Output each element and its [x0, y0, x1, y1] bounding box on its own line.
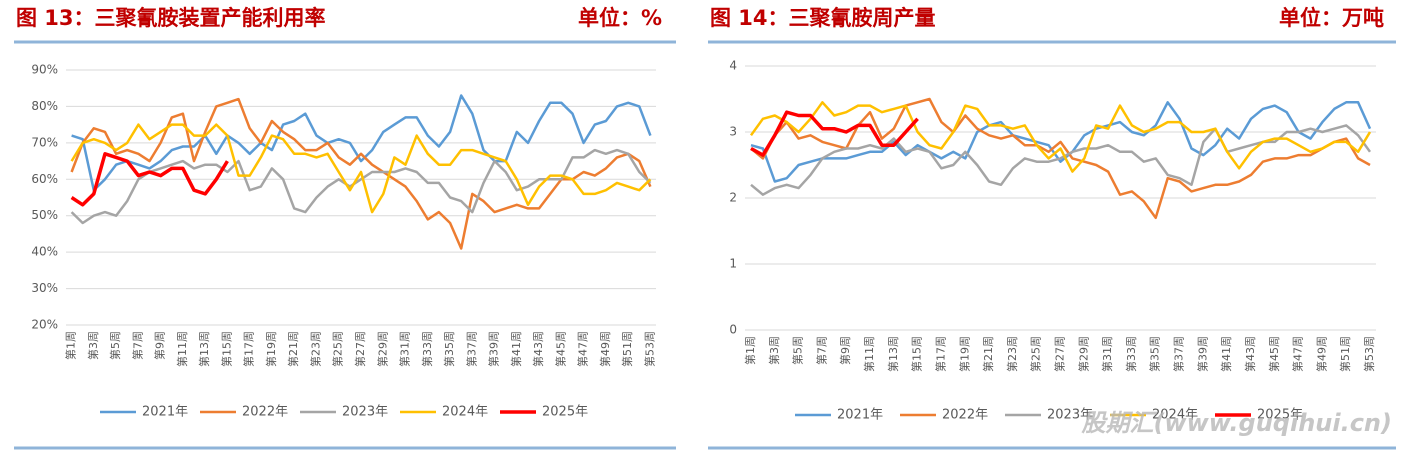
legend-label: 2021年 [142, 405, 188, 420]
x-tick-label: 第45周 [553, 331, 567, 367]
x-tick-label: 第5周 [108, 331, 122, 360]
x-tick-label: 第1周 [64, 331, 78, 360]
x-tick-label: 第19周 [264, 331, 278, 367]
y-tick-label: 40% [31, 245, 58, 259]
unit-label: 单位：万吨 [1279, 6, 1384, 30]
x-tick-label: 第47周 [1291, 336, 1305, 372]
x-tick-label: 第11周 [175, 331, 189, 367]
x-tick-label: 第45周 [1267, 336, 1281, 372]
y-tick-label: 60% [31, 172, 58, 186]
x-tick-label: 第43周 [1243, 336, 1257, 372]
x-tick-label: 第27周 [1053, 336, 1067, 372]
x-tick-label: 第23周 [1005, 336, 1019, 372]
y-tick-label: 70% [31, 135, 58, 149]
unit-label: 单位：% [578, 6, 662, 30]
x-tick-label: 第35周 [442, 331, 456, 367]
x-tick-label: 第7周 [814, 336, 828, 365]
y-tick-label: 20% [31, 318, 58, 332]
x-tick-label: 第49周 [598, 331, 612, 367]
legend-label: 2023年 [342, 405, 388, 420]
legend-label: 2025年 [1257, 408, 1303, 423]
y-tick-label: 30% [31, 281, 58, 295]
x-tick-label: 第3周 [86, 331, 100, 360]
x-tick-label: 第29周 [1076, 336, 1090, 372]
x-tick-label: 第33周 [420, 331, 434, 367]
x-tick-label: 第5周 [791, 336, 805, 365]
y-tick-label: 2 [729, 191, 737, 205]
chart-title: 图 14：三聚氰胺周产量 [710, 6, 936, 30]
x-tick-label: 第25周 [1029, 336, 1043, 372]
legend-label: 2022年 [942, 408, 988, 423]
x-tick-label: 第51周 [620, 331, 634, 367]
legend-label: 2024年 [442, 405, 488, 420]
legend-label: 2023年 [1047, 408, 1093, 423]
x-tick-label: 第9周 [838, 336, 852, 365]
x-tick-label: 第53周 [1362, 336, 1376, 372]
y-tick-label: 50% [31, 208, 58, 222]
series-line [750, 110, 919, 157]
y-tick-label: 4 [729, 59, 737, 73]
x-tick-label: 第13周 [886, 336, 900, 372]
series-line [70, 152, 229, 207]
x-tick-label: 第19周 [957, 336, 971, 372]
x-tick-label: 第49周 [1314, 336, 1328, 372]
x-tick-label: 第43周 [531, 331, 545, 367]
x-tick-label: 第17周 [933, 336, 947, 372]
x-tick-label: 第21周 [981, 336, 995, 372]
series-line [71, 94, 652, 192]
x-tick-label: 第7周 [130, 331, 144, 360]
x-tick-label: 第17周 [242, 331, 256, 367]
series-line [749, 101, 1372, 173]
x-tick-label: 第11周 [862, 336, 876, 372]
legend-label: 2024年 [1152, 408, 1198, 423]
x-tick-label: 第27周 [353, 331, 367, 367]
x-tick-label: 第33周 [1124, 336, 1138, 372]
x-tick-label: 第15周 [910, 336, 924, 372]
y-tick-label: 3 [729, 125, 737, 139]
x-tick-label: 第25周 [331, 331, 345, 367]
watermark: 股期汇(www.guqihui.cn) [1080, 409, 1392, 437]
chart-title: 图 13：三聚氰胺装置产能利用率 [16, 6, 326, 30]
x-tick-label: 第29周 [375, 331, 389, 367]
series-line [70, 148, 652, 225]
x-tick-label: 第39周 [1195, 336, 1209, 372]
x-tick-label: 第23周 [308, 331, 322, 367]
x-tick-label: 第9周 [153, 331, 167, 360]
x-tick-label: 第15周 [219, 331, 233, 367]
x-tick-label: 第13周 [197, 331, 211, 367]
y-tick-label: 80% [31, 99, 58, 113]
y-tick-label: 0 [729, 323, 737, 337]
x-tick-label: 第53周 [642, 331, 656, 367]
x-tick-label: 第31周 [398, 331, 412, 367]
x-tick-label: 第37周 [464, 331, 478, 367]
x-tick-label: 第21周 [286, 331, 300, 367]
legend-label: 2021年 [837, 408, 883, 423]
x-tick-label: 第51周 [1338, 336, 1352, 372]
series-line [750, 97, 1371, 220]
x-tick-label: 第37周 [1172, 336, 1186, 372]
x-tick-label: 第35周 [1148, 336, 1162, 372]
series-line [750, 101, 1372, 183]
x-tick-label: 第31周 [1100, 336, 1114, 372]
x-tick-label: 第3周 [767, 336, 781, 365]
x-tick-label: 第41周 [1219, 336, 1233, 372]
legend-label: 2025年 [542, 405, 588, 420]
series-line [70, 123, 652, 214]
y-tick-label: 1 [729, 257, 737, 271]
y-tick-label: 90% [31, 63, 58, 77]
x-tick-label: 第41周 [509, 331, 523, 367]
legend-label: 2022年 [242, 405, 288, 420]
x-tick-label: 第1周 [743, 336, 757, 365]
x-tick-label: 第47周 [576, 331, 590, 367]
x-tick-label: 第39周 [487, 331, 501, 367]
